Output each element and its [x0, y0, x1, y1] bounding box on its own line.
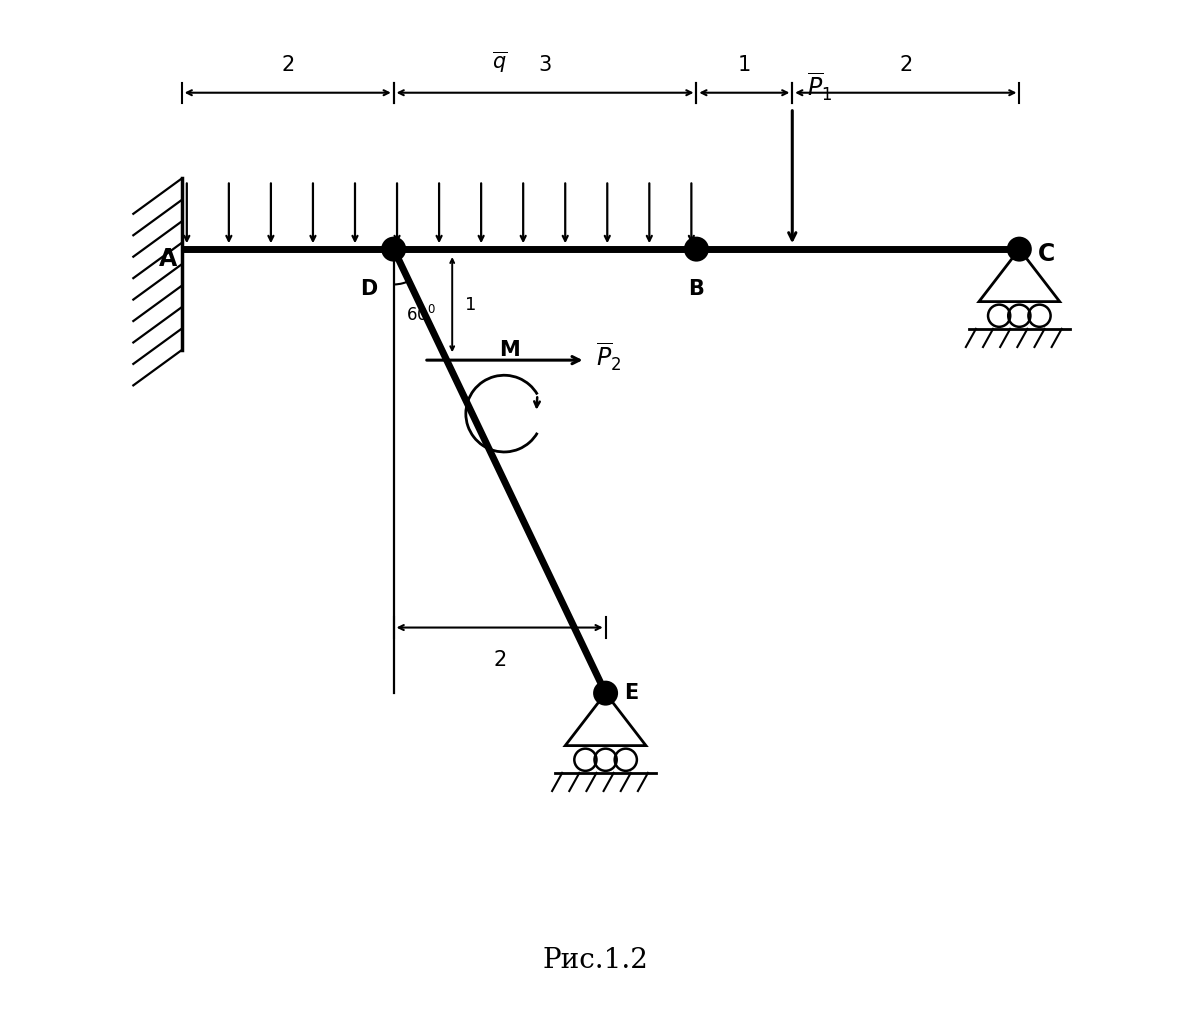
Text: 1: 1 — [737, 54, 752, 75]
Text: D: D — [361, 279, 378, 300]
Text: $60^0$: $60^0$ — [406, 305, 436, 324]
Circle shape — [594, 682, 617, 704]
Circle shape — [382, 238, 405, 260]
Text: 2: 2 — [899, 54, 912, 75]
Text: $\overline{P}_2$: $\overline{P}_2$ — [596, 341, 621, 373]
Text: 1: 1 — [466, 296, 476, 314]
Text: 2: 2 — [281, 54, 294, 75]
Text: Рис.1.2: Рис.1.2 — [543, 947, 648, 974]
Text: C: C — [1037, 242, 1055, 266]
Circle shape — [1009, 238, 1030, 260]
Text: E: E — [624, 683, 638, 703]
Text: $\overline{q}$: $\overline{q}$ — [492, 49, 507, 75]
Text: 2: 2 — [493, 650, 506, 670]
Text: A: A — [158, 248, 176, 271]
Circle shape — [685, 238, 707, 260]
Text: 3: 3 — [538, 54, 551, 75]
Text: $\overline{P}_1$: $\overline{P}_1$ — [807, 71, 833, 102]
Text: B: B — [688, 279, 704, 300]
Text: M: M — [499, 340, 519, 360]
